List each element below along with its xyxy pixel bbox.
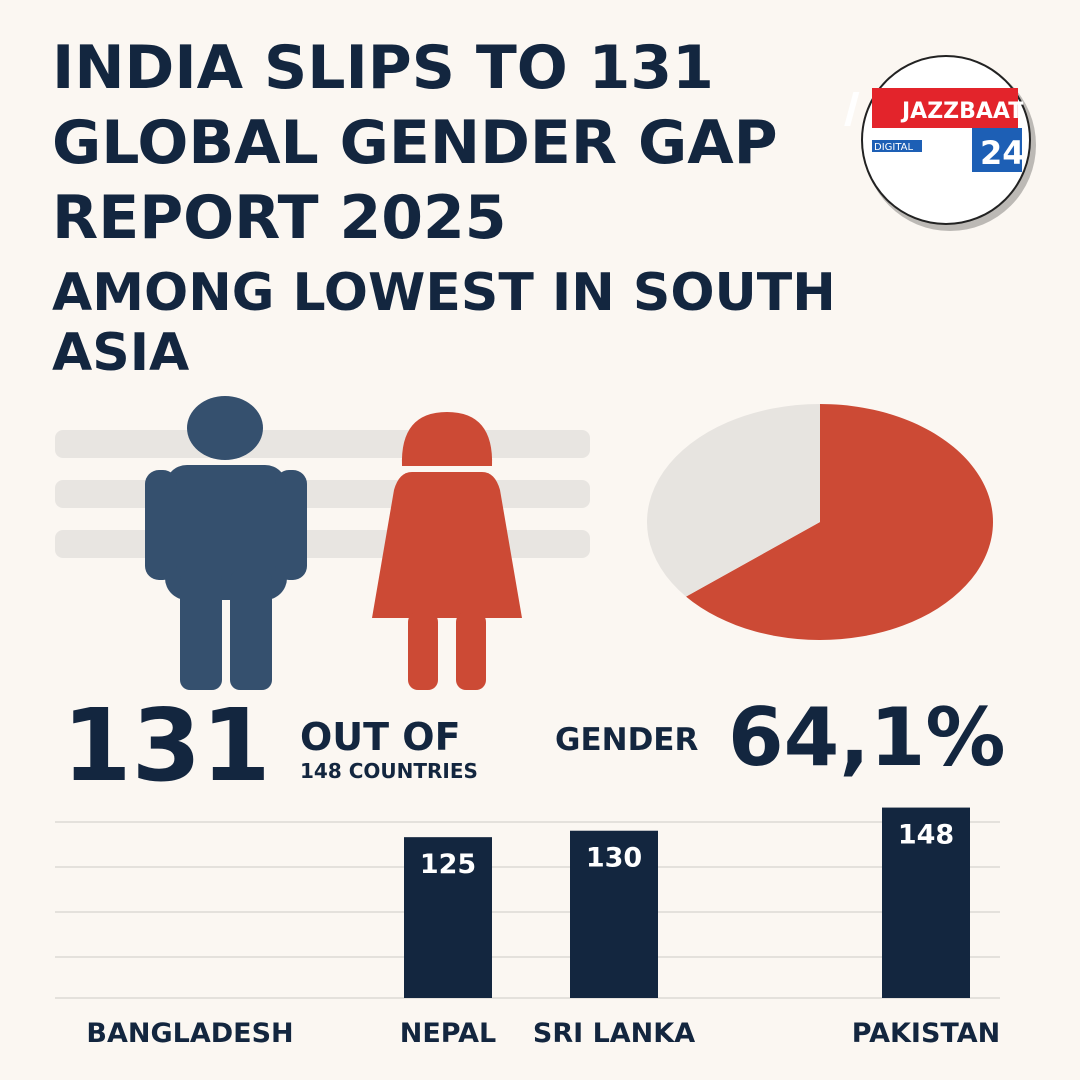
x-tick-label: NEPAL [400, 1018, 496, 1049]
logo-name: JAZZBAAT [900, 99, 1023, 124]
man-torso [165, 465, 287, 600]
title-line: GLOBAL GENDER GAP [52, 108, 778, 178]
stripe [55, 480, 590, 508]
rank-caption: OUT OF [300, 715, 461, 759]
woman-leg [456, 612, 486, 690]
bar [882, 807, 970, 998]
logo: JAZZBAAT DIGITAL 24 [844, 55, 1036, 231]
logo-tag: DIGITAL [874, 142, 914, 153]
man-arm [275, 470, 307, 580]
man-arm [145, 470, 177, 580]
bar-value-label: 148 [898, 820, 954, 851]
rank: 131 [62, 687, 271, 804]
bar [404, 837, 492, 998]
man-figure [145, 396, 307, 690]
x-tick-label: SRI LANKA [533, 1018, 695, 1049]
logo-number: 24 [980, 134, 1025, 172]
subtitle-line: ASIA [52, 323, 189, 383]
woman-dress [372, 472, 522, 618]
pie-slice [647, 404, 820, 597]
title-line: INDIA SLIPS TO 131 [52, 33, 714, 103]
bar [570, 830, 658, 998]
bar-value-label: 130 [586, 843, 642, 874]
logo-stripe [844, 92, 860, 126]
man-leg [230, 570, 272, 690]
pie-value-label: 64,1% [728, 691, 1006, 784]
grid [55, 821, 1000, 999]
man-head [187, 396, 263, 460]
logo-number-box [972, 128, 1022, 172]
woman-head [401, 412, 493, 466]
stripe [55, 430, 590, 458]
logo-tag-band [872, 140, 922, 152]
gender-label: GENDER [555, 722, 698, 758]
title-line: REPORT 2025 [52, 183, 506, 253]
x-tick-label: PAKISTAN [852, 1018, 1000, 1049]
x-tick-label: BANGLADESH [86, 1018, 293, 1049]
logo-red-band [872, 88, 1018, 128]
man-leg [180, 570, 222, 690]
stripes [55, 430, 590, 558]
pie-slice [686, 404, 994, 640]
woman-figure [372, 412, 522, 690]
subtitle-line: AMONG LOWEST IN SOUTH [52, 263, 836, 323]
rank-total: 148 COUNTRIES [300, 759, 478, 783]
bar-value-label: 125 [420, 849, 476, 880]
woman-leg [408, 612, 438, 690]
